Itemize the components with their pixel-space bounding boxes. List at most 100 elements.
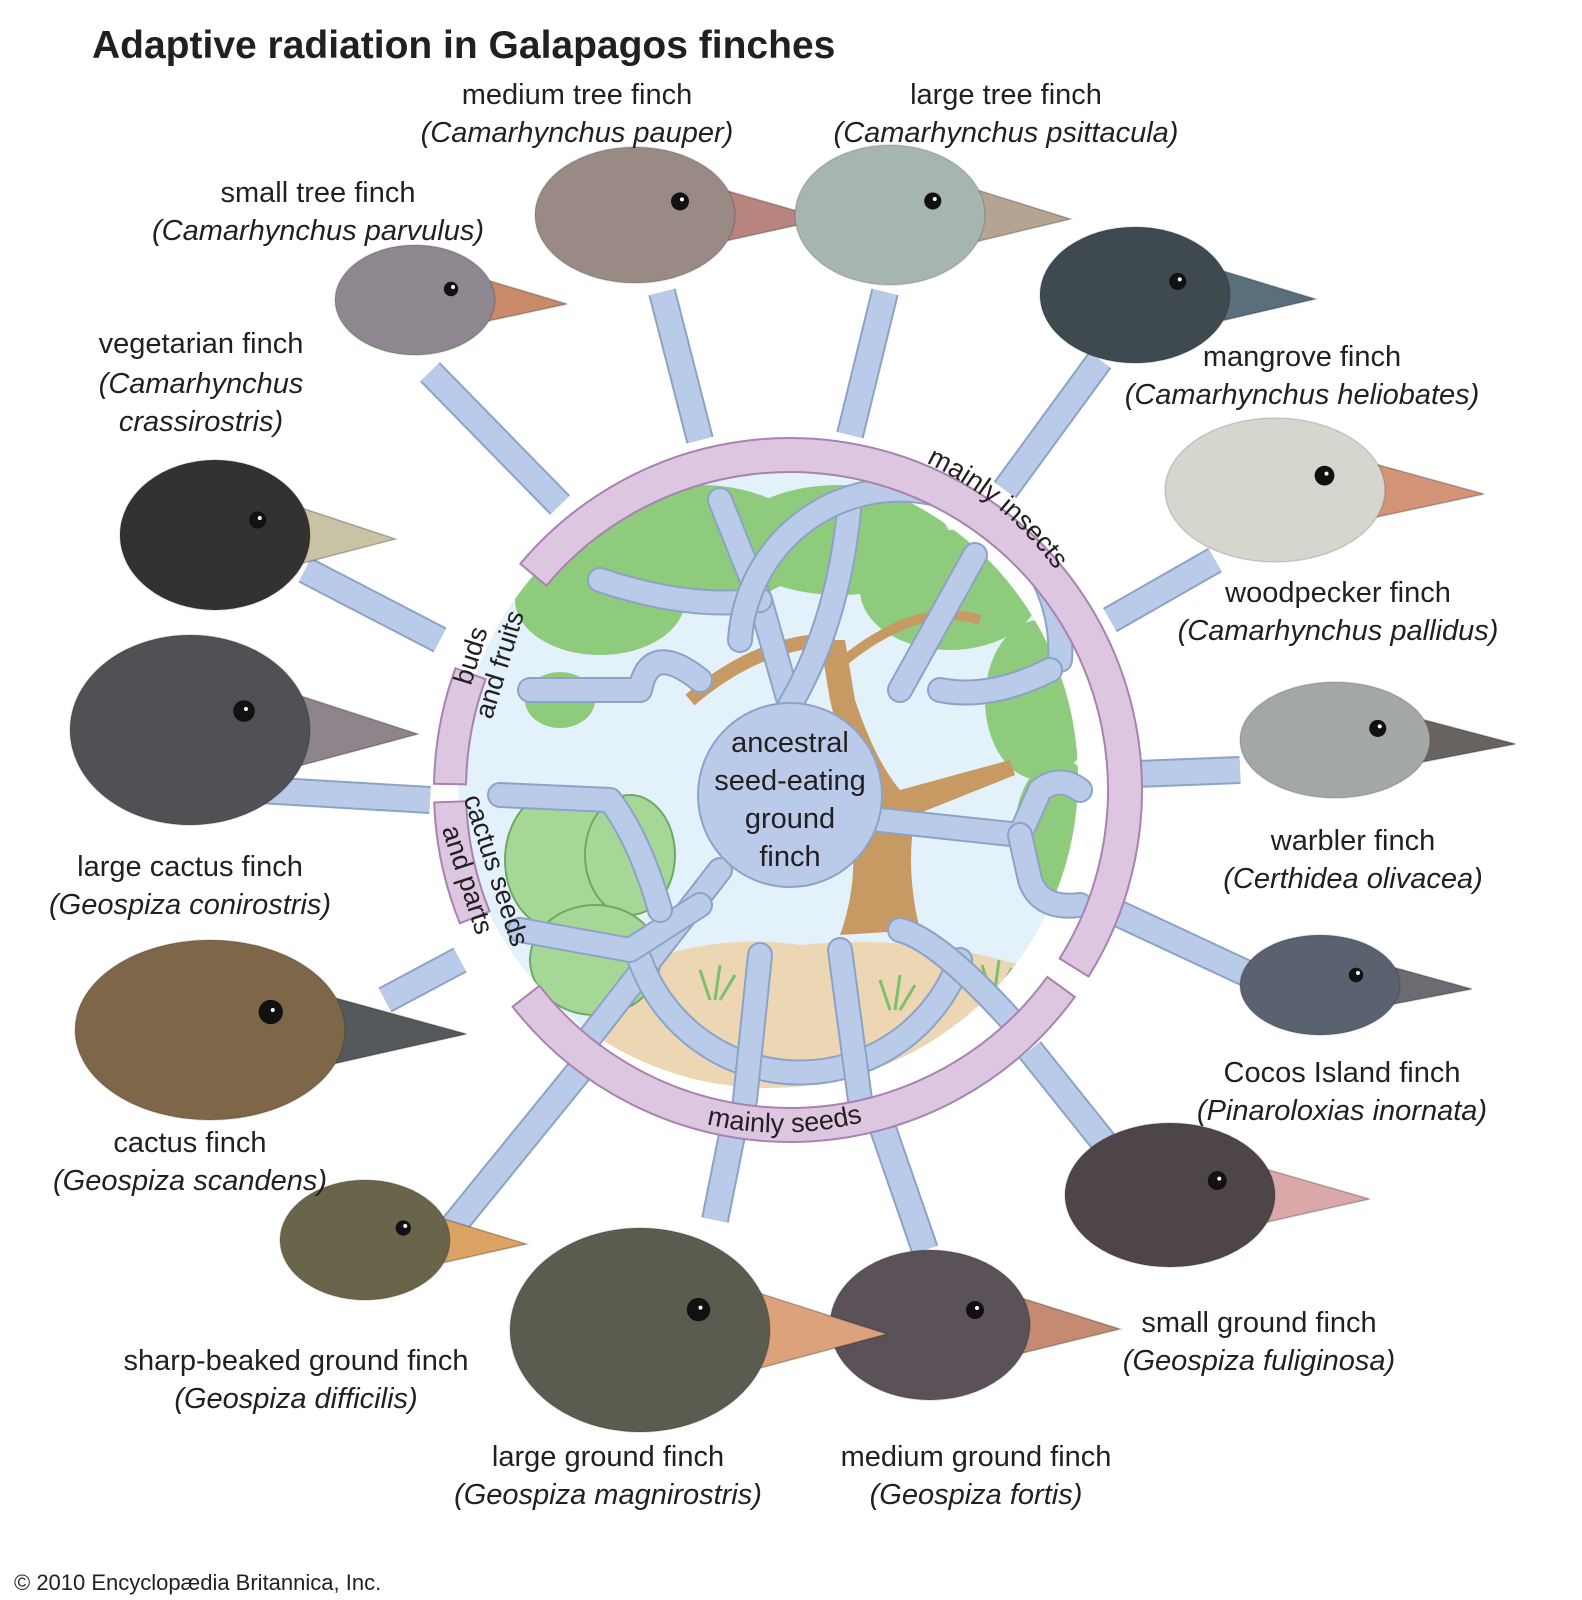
finch-eye: [671, 192, 689, 211]
finch-large-cactus-finch: large cactus finch (Geospiza conirostris): [49, 634, 421, 921]
finch-head: [279, 1179, 451, 1301]
diet-bands: [433, 437, 1143, 1143]
diet-band-insects: [518, 437, 1143, 978]
finch-head: [1164, 417, 1386, 563]
finch-head: [69, 634, 311, 826]
scientific-name: (Geospiza fortis): [870, 1479, 1083, 1511]
finch-eye: [258, 999, 283, 1025]
eye-highlight: [451, 285, 455, 289]
scientific-name: (Geospiza scandens): [53, 1165, 327, 1197]
finch-head: [334, 244, 496, 356]
inner-arc-bottom-fill: [629, 949, 971, 1084]
inner-branch-large-ground-fill: [734, 944, 771, 1111]
eye-highlight: [244, 707, 248, 711]
finch-eye: [395, 1220, 411, 1236]
common-name: large ground finch: [492, 1441, 724, 1473]
diagram-title: Adaptive radiation in Galapagos finches: [92, 24, 835, 67]
eye-highlight: [1217, 1176, 1222, 1181]
diet-label-cactus: cactus seeds and parts: [436, 791, 535, 950]
finch-head: [794, 144, 986, 286]
common-name: cactus finch: [113, 1127, 266, 1159]
common-name: small ground finch: [1141, 1307, 1376, 1339]
eye-highlight: [1356, 971, 1360, 975]
eye-highlight: [932, 197, 937, 201]
finch-head: [1064, 1122, 1276, 1268]
common-name: mangrove finch: [1203, 341, 1401, 373]
branch-spoke-fill: [1020, 1042, 1120, 1158]
inner-branch-medium-ground-fill: [829, 939, 871, 1111]
eye-highlight: [403, 1224, 408, 1228]
eye-highlight: [257, 516, 262, 520]
branch-spoke-fill: [259, 778, 431, 812]
finch-head: [1239, 934, 1401, 1036]
inner-branch-small-ground-fill: [889, 919, 1031, 1041]
eye-highlight: [270, 1008, 275, 1012]
finch-large-ground-finch: large ground finch (Geospiza magnirostris…: [454, 1227, 890, 1511]
common-name: small tree finch: [220, 177, 415, 209]
finch-head: [1039, 226, 1231, 364]
finch-medium-ground-finch: medium ground finch (Geospiza fortis): [829, 1249, 1123, 1511]
finch-species: small tree finch(Camarhynchus parvulus)m…: [49, 79, 1516, 1511]
finch-head: [119, 459, 311, 611]
copyright-credit: © 2010 Encyclopædia Britannica, Inc.: [14, 1570, 381, 1595]
scientific-name: (Geospiza magnirostris): [454, 1479, 762, 1511]
tree-trunk: [820, 640, 1015, 935]
common-name: warbler finch: [1270, 825, 1435, 857]
finch-eye: [1207, 1171, 1227, 1191]
scientific-name: (Geospiza difficilis): [174, 1383, 417, 1415]
branch-spoke-fill: [1094, 894, 1256, 986]
scientific-name: (Camarhynchus parvulus): [152, 215, 484, 247]
diet-band-buds: [433, 666, 487, 786]
common-name: sharp-beaked ground finch: [123, 1345, 468, 1377]
scientific-name: (Geospiza fuliginosa): [1123, 1345, 1395, 1377]
finch-small-ground-finch: small ground finch (Geospiza fuliginosa): [1064, 1122, 1395, 1377]
eye-highlight: [975, 1306, 979, 1310]
scientific-name: (Geospiza conirostris): [49, 889, 331, 921]
branch-spoke-fill: [650, 289, 712, 443]
finch-sharp-beaked-ground-finch: sharp-beaked ground finch (Geospiza diffi…: [123, 1179, 530, 1415]
inner-branch-upright-fill: [779, 489, 861, 716]
common-name: woodpecker finch: [1224, 577, 1451, 609]
finch-eye: [1314, 465, 1335, 486]
hub-label-line: ancestral: [731, 727, 849, 759]
finch-head: [534, 146, 736, 284]
finch-eye: [1169, 272, 1187, 290]
eye-highlight: [1177, 277, 1182, 282]
finch-eye: [249, 511, 267, 529]
inner-branch-tree-fill: [889, 544, 986, 701]
finch-eye: [1348, 967, 1364, 983]
scientific-name: (Camarhynchus pallidus): [1178, 615, 1499, 647]
diet-label-seeds: mainly seeds: [705, 1099, 864, 1139]
finch-eye: [443, 281, 459, 297]
branch-spoke-fill: [299, 559, 446, 651]
eye-highlight: [698, 1305, 703, 1310]
finch-medium-tree-finch: medium tree finch (Camarhynchus pauper): [421, 79, 826, 284]
scientific-name: (Pinaroloxias inornata): [1197, 1095, 1487, 1127]
inner-branch-warbler-fill: [869, 771, 1091, 846]
common-name: large cactus finch: [77, 851, 303, 883]
eye-highlight: [1324, 471, 1329, 476]
hub-label-line: finch: [759, 841, 820, 873]
finch-eye: [686, 1297, 711, 1322]
finch-woodpecker-finch: woodpecker finch (Camarhynchus pallidus): [1164, 417, 1499, 647]
finch-head: [509, 1227, 771, 1433]
tree-branch: [841, 610, 982, 664]
scientific-name: (Certhidea olivacea): [1223, 863, 1483, 895]
common-name: large tree finch: [910, 79, 1102, 111]
scientific-name: (Camarhynchus: [99, 368, 304, 400]
common-name: vegetarian finch: [99, 328, 304, 360]
scientific-name: (Camarhynchus pauper): [421, 117, 734, 149]
finch-eye: [924, 192, 942, 210]
diet-band-seeds: [511, 975, 1077, 1143]
branch-spoke-fill: [379, 949, 466, 1011]
scientific-name: (Camarhynchus psittacula): [834, 117, 1179, 149]
scientific-name: crassirostris): [119, 406, 283, 438]
finch-eye: [966, 1301, 984, 1319]
finch-cocos-island-finch: Cocos Island finch (Pinaroloxias inornata…: [1197, 934, 1487, 1127]
diet-band-cactus: [433, 800, 491, 925]
inner-branch-large-cactus-fill: [489, 784, 671, 921]
eye-highlight: [1377, 724, 1382, 729]
hub-label-line: ground: [745, 803, 835, 835]
inner-branch-right-fill: [929, 659, 1061, 704]
